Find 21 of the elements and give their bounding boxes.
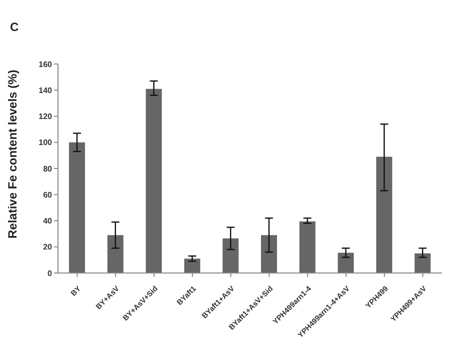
bar <box>69 142 85 273</box>
y-tick-label: 0 <box>48 268 53 278</box>
y-tick-label: 60 <box>43 190 53 200</box>
bar <box>261 235 277 273</box>
bar <box>338 252 354 273</box>
bar <box>299 221 316 273</box>
bar <box>107 235 124 273</box>
y-axis-title: Relative Fe content levels (%) <box>5 70 20 238</box>
bar <box>146 88 162 273</box>
y-tick-label: 40 <box>43 216 53 226</box>
bar <box>376 156 392 273</box>
bar <box>222 238 239 273</box>
y-tick-label: 80 <box>43 164 53 174</box>
y-tick-label: 140 <box>38 86 53 95</box>
y-tick-label: 160 <box>38 60 53 69</box>
bar <box>184 258 200 273</box>
text: C <box>10 20 19 34</box>
y-tick-label: 20 <box>43 242 53 252</box>
y-tick-label: 120 <box>38 112 53 122</box>
y-tick-label: 100 <box>38 138 53 148</box>
bar <box>414 253 431 273</box>
